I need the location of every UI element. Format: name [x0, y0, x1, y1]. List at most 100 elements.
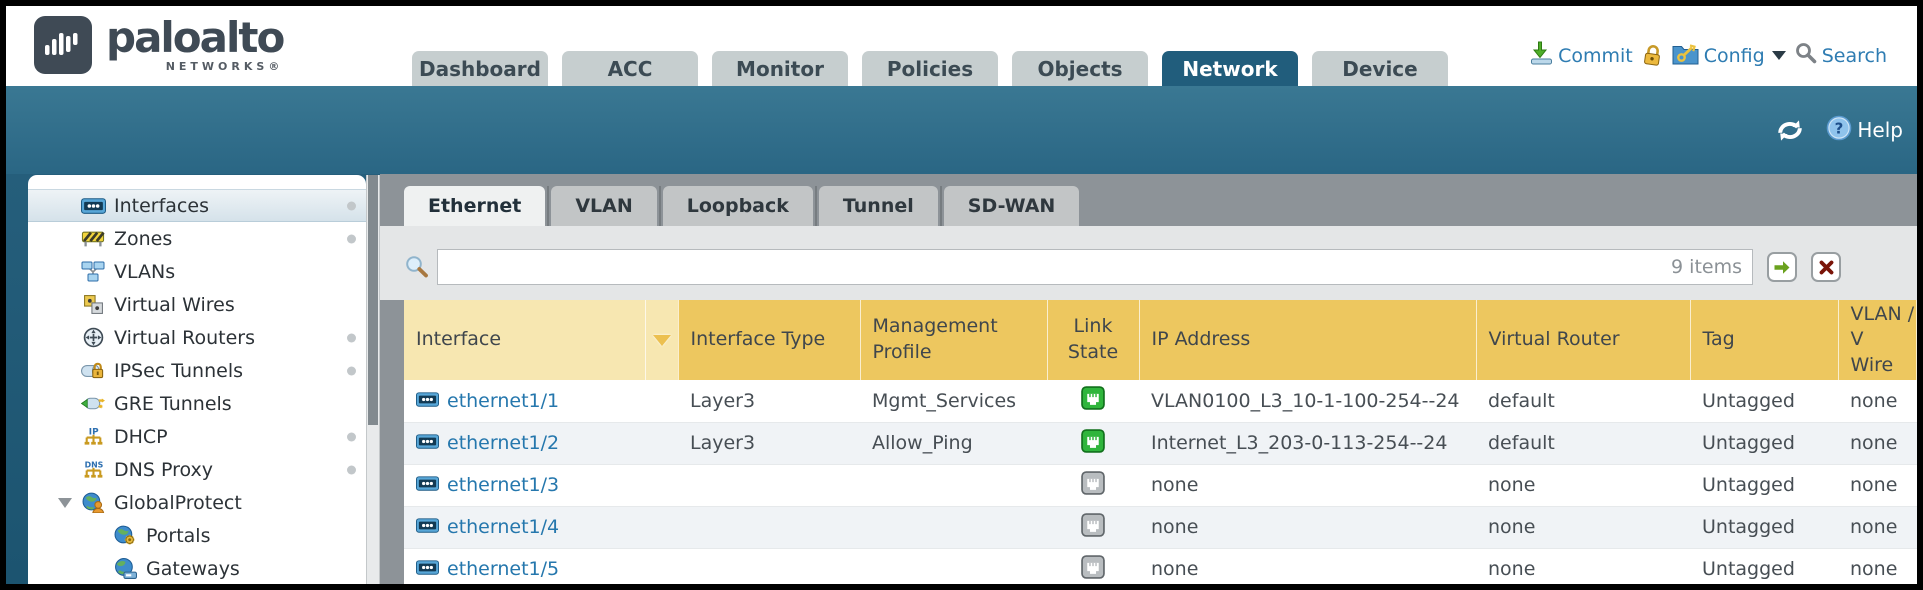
- config-button[interactable]: Config: [1672, 42, 1786, 70]
- cell-vlan-wire: none: [1838, 506, 1917, 549]
- column-header-vr[interactable]: Virtual Router: [1476, 300, 1691, 380]
- dns-proxy-icon: DNS: [80, 459, 106, 480]
- apply-filter-button[interactable]: [1767, 252, 1797, 282]
- interface-icon: [416, 432, 439, 454]
- tab-acc[interactable]: ACC: [562, 51, 698, 86]
- gateways-icon: [112, 558, 138, 579]
- sidebar-item-virtual-routers[interactable]: Virtual Routers: [28, 321, 366, 354]
- subtab-ethernet[interactable]: Ethernet: [404, 186, 546, 226]
- subtab-vlan[interactable]: VLAN: [551, 186, 657, 226]
- search-icon: [1795, 42, 1817, 69]
- cell-interface-type: [678, 464, 860, 507]
- interface-link[interactable]: ethernet1/4: [447, 516, 560, 538]
- sidebar-item-portals[interactable]: Portals: [28, 519, 366, 552]
- item-dot: [347, 201, 356, 210]
- interface-link[interactable]: ethernet1/1: [447, 389, 560, 412]
- column-label: Interface: [416, 328, 502, 351]
- cell-vlan-wire: none: [1838, 422, 1917, 465]
- link-state-down-icon[interactable]: [1047, 548, 1139, 584]
- main-panel: Ethernet VLAN Loopback Tunnel SD-WAN 9 items: [380, 174, 1917, 584]
- interfaces-table: Interface Interface Type Management Profil…: [404, 300, 1917, 584]
- column-header-vlan[interactable]: VLAN / V Wire: [1838, 300, 1917, 380]
- sidebar-item-dhcp[interactable]: IP DHCP: [28, 420, 366, 453]
- tab-objects[interactable]: Objects: [1012, 51, 1148, 86]
- cell-vlan-wire: none: [1838, 380, 1917, 423]
- commit-icon: [1530, 41, 1553, 70]
- clear-filter-button[interactable]: [1811, 252, 1841, 282]
- link-state-up-icon[interactable]: [1047, 422, 1139, 465]
- interfaces-table-container: Interface Interface Type Management Profil…: [404, 300, 1917, 584]
- sidebar-item-label: GRE Tunnels: [114, 392, 232, 415]
- sidebar: Interfaces Zones VLANs Virtual Wires Virtual…: [28, 175, 366, 584]
- subtab-tunnel[interactable]: Tunnel: [818, 186, 938, 226]
- cell-management-profile: [860, 464, 1047, 507]
- sidebar-item-ipsec-tunnels[interactable]: IPSec Tunnels: [28, 354, 366, 387]
- filter-toolbar: 9 items: [380, 226, 1917, 300]
- cell-management-profile: Mgmt_Services: [860, 380, 1047, 423]
- cell-tag: Untagged: [1690, 506, 1838, 549]
- sidebar-item-interfaces[interactable]: Interfaces: [28, 189, 366, 222]
- interface-subtabs: Ethernet VLAN Loopback Tunnel SD-WAN: [380, 174, 1917, 226]
- subtab-sd-wan[interactable]: SD-WAN: [943, 186, 1080, 226]
- tab-policies[interactable]: Policies: [862, 51, 998, 86]
- item-dot: [347, 366, 356, 375]
- sidebar-item-globalprotect[interactable]: GlobalProtect: [28, 486, 366, 519]
- config-label: Config: [1703, 44, 1765, 67]
- sidebar-scrollbar[interactable]: [366, 175, 380, 584]
- cell-ip-address: none: [1139, 548, 1476, 584]
- link-state-up-icon[interactable]: [1047, 380, 1139, 423]
- virtual-wires-icon: [80, 294, 106, 315]
- column-header-ip[interactable]: IP Address: [1139, 300, 1477, 380]
- commit-button[interactable]: Commit: [1530, 41, 1633, 70]
- sidebar-item-gateways[interactable]: Gateways: [28, 552, 366, 584]
- tab-device[interactable]: Device: [1312, 51, 1448, 86]
- help-button[interactable]: ? Help: [1826, 115, 1903, 146]
- link-state-down-icon[interactable]: [1047, 506, 1139, 549]
- subtab-separator: [547, 186, 550, 226]
- cell-virtual-router: default: [1476, 380, 1690, 423]
- cell-virtual-router: default: [1476, 422, 1690, 465]
- subtab-loopback[interactable]: Loopback: [662, 186, 813, 226]
- interface-icon: [416, 474, 439, 496]
- subtab-separator: [658, 186, 661, 226]
- interface-link[interactable]: ethernet1/5: [447, 558, 560, 580]
- refresh-icon[interactable]: [1776, 119, 1804, 142]
- cell-interface-type: [678, 548, 860, 584]
- column-header-interface[interactable]: Interface: [404, 300, 679, 380]
- sidebar-item-label: DHCP: [114, 425, 168, 448]
- column-header-link[interactable]: Link State: [1047, 300, 1140, 380]
- tab-monitor[interactable]: Monitor: [712, 51, 848, 86]
- sidebar-item-dns-proxy[interactable]: DNS DNS Proxy: [28, 453, 366, 486]
- sidebar-item-gre-tunnels[interactable]: GRE Tunnels: [28, 387, 366, 420]
- sidebar-item-vlans[interactable]: VLANs: [28, 255, 366, 288]
- sidebar-item-virtual-wires[interactable]: Virtual Wires: [28, 288, 366, 321]
- column-header-mgmt[interactable]: Management Profile: [860, 300, 1048, 380]
- gre-tunnels-icon: [80, 394, 106, 413]
- column-header-tag[interactable]: Tag: [1690, 300, 1839, 380]
- tab-dashboard[interactable]: Dashboard: [412, 51, 548, 86]
- interface-link[interactable]: ethernet1/3: [447, 474, 560, 496]
- tab-network[interactable]: Network: [1162, 51, 1298, 86]
- interface-link[interactable]: ethernet1/2: [447, 432, 560, 454]
- search-button[interactable]: Search: [1795, 42, 1887, 69]
- table-body: ethernet1/1 Layer3 Mgmt_Services VLAN0100_L…: [404, 380, 1917, 584]
- cell-tag: Untagged: [1690, 422, 1838, 465]
- portals-icon: [112, 525, 138, 546]
- logo-text: paloalto NETWORKS®: [106, 15, 285, 73]
- lock-icon[interactable]: [1642, 44, 1663, 67]
- column-filter-zone[interactable]: [644, 300, 678, 380]
- scrollbar-thumb[interactable]: [368, 175, 378, 425]
- column-header-type[interactable]: Interface Type: [678, 300, 861, 380]
- link-state-down-icon[interactable]: [1047, 464, 1139, 507]
- vlans-icon: [80, 261, 106, 282]
- sidebar-item-zones[interactable]: Zones: [28, 222, 366, 255]
- paloalto-logo: paloalto NETWORKS®: [34, 15, 285, 74]
- subtab-separator: [939, 186, 942, 226]
- chevron-down-icon[interactable]: [1771, 51, 1786, 60]
- app-window: paloalto NETWORKS® Dashboard ACC Monitor Po…: [6, 6, 1917, 584]
- filter-dropdown-icon[interactable]: [652, 334, 671, 346]
- expand-arrow-icon[interactable]: [58, 498, 72, 508]
- cell-ip-address: Internet_L3_203-0-113-254--24: [1139, 422, 1476, 465]
- cell-tag: Untagged: [1690, 380, 1838, 423]
- filter-input[interactable]: 9 items: [437, 249, 1753, 285]
